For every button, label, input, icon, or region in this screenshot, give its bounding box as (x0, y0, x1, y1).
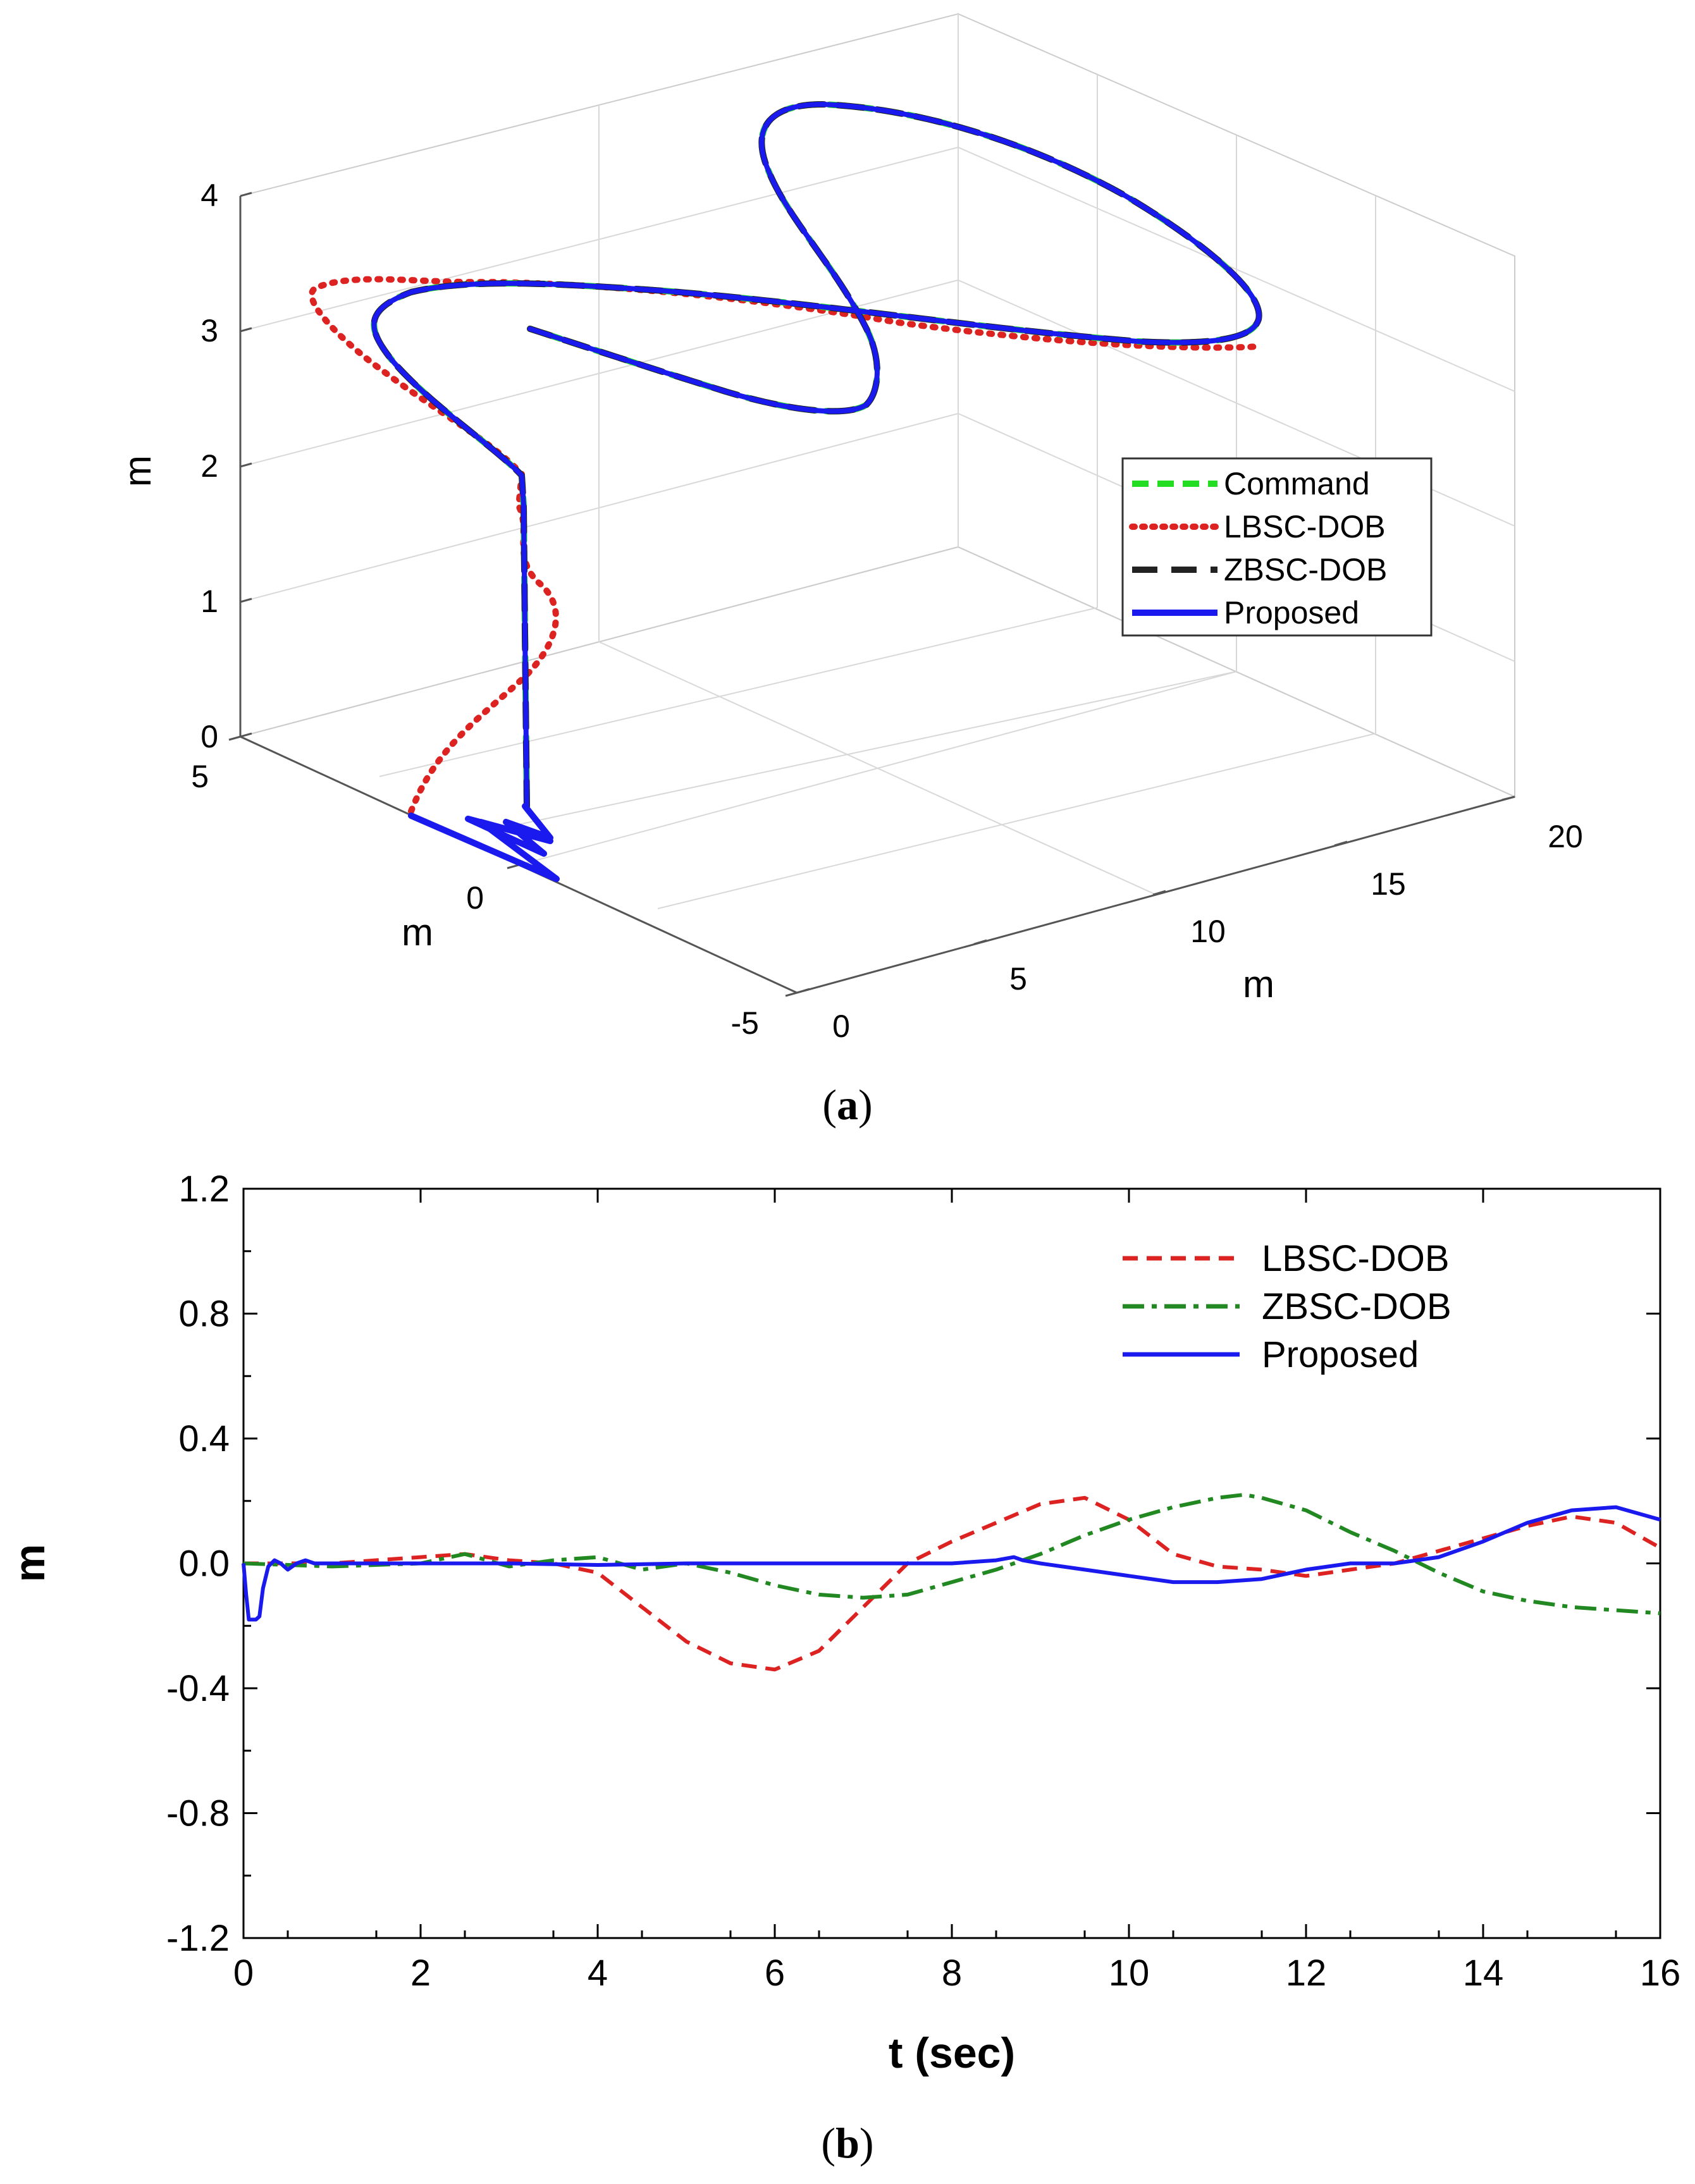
x-tick-label: 8 (942, 1953, 962, 1994)
x-tick-label: 15 (1371, 866, 1406, 902)
2d-axes: 0 2 4 6 8 10 12 14 16 -1.2 -0.8 -0.4 0.0 0.4 0.8 1.2 (166, 1169, 1680, 1994)
y-tick-label: -5 (731, 1005, 759, 1041)
x-tick-label: 10 (1109, 1953, 1150, 1994)
3d-z-tick-labels: 0 1 2 3 4 (200, 178, 218, 754)
legend-label-zbsc-dob: ZBSC-DOB (1262, 1286, 1452, 1327)
legend-label-proposed: Proposed (1224, 595, 1359, 630)
3d-x-tick-labels: 0 5 10 15 20 (832, 819, 1583, 1044)
2d-x-axis-label: t (sec) (889, 2029, 1015, 2077)
z-tick-label: 0 (200, 719, 218, 754)
y-tick-label: -0.4 (166, 1668, 230, 1709)
panel-a-caption: (a) (822, 1081, 872, 1129)
legend-label-lbsc-dob: LBSC-DOB (1224, 509, 1386, 544)
x-tick-label: 20 (1548, 819, 1583, 854)
3d-y-axis-label: m (402, 911, 433, 954)
2d-y-axis-label: m (6, 1544, 54, 1582)
3d-series-line-lbsc-dob (309, 276, 1262, 814)
x-tick-label: 0 (233, 1953, 254, 1994)
y-tick-label: 0.8 (178, 1294, 230, 1335)
2d-legend: LBSC-DOB ZBSC-DOB Proposed (1123, 1238, 1452, 1375)
3d-series-line-proposed (371, 102, 1262, 809)
y-tick-label: 0.4 (178, 1418, 230, 1459)
x-tick-label: 4 (588, 1953, 608, 1994)
2d-series (242, 1492, 1661, 1672)
legend-label-command: Command (1224, 466, 1370, 501)
series-line-proposed (242, 1505, 1661, 1622)
panel-a-3d-plot: 0 1 2 3 4 5 0 -5 0 5 10 15 20 m m m (116, 13, 1583, 1129)
z-tick-label: 1 (200, 584, 218, 619)
x-tick-label: 10 (1190, 914, 1226, 949)
legend-label-lbsc-dob: LBSC-DOB (1262, 1238, 1450, 1279)
series-line-zbsc-dob (243, 1492, 1661, 1616)
z-tick-label: 2 (200, 448, 218, 484)
x-tick-label: 0 (832, 1009, 850, 1044)
x-tick-label: 14 (1463, 1953, 1504, 1994)
y-tick-label: 0 (466, 880, 484, 916)
y-tick-label: -1.2 (166, 1918, 230, 1959)
y-tick-label: 0.0 (178, 1543, 230, 1585)
x-tick-label: 5 (1009, 961, 1027, 997)
x-tick-label: 6 (765, 1953, 785, 1994)
z-tick-label: 4 (200, 178, 218, 213)
series-line-lbsc-dob (243, 1495, 1661, 1672)
3d-z-axis-label: m (116, 455, 159, 487)
x-tick-label: 16 (1640, 1953, 1681, 1994)
3d-y-tick-labels: 5 0 -5 (191, 759, 759, 1041)
3d-legend: Command LBSC-DOB ZBSC-DOB Proposed (1121, 457, 1433, 637)
panel-b-2d-plot: 0 2 4 6 8 10 12 14 16 -1.2 -0.8 -0.4 0.0 0.4 0.8 1.2 LB… (6, 1169, 1680, 2167)
legend-label-proposed: Proposed (1262, 1334, 1419, 1375)
3d-tick-marks (228, 192, 1515, 997)
legend-label-zbsc-dob: ZBSC-DOB (1224, 552, 1387, 587)
y-tick-label: -0.8 (166, 1793, 230, 1834)
z-tick-label: 3 (200, 313, 218, 348)
panel-b-caption: (b) (821, 2119, 873, 2167)
x-tick-label: 12 (1286, 1953, 1327, 1994)
3d-proposed-start-oscillation (408, 803, 560, 882)
3d-x-axis-label: m (1243, 963, 1274, 1005)
x-tick-label: 2 (410, 1953, 431, 1994)
3d-trajectories (309, 101, 1262, 882)
y-tick-label: 1.2 (178, 1169, 230, 1210)
y-tick-label: 5 (191, 759, 209, 794)
